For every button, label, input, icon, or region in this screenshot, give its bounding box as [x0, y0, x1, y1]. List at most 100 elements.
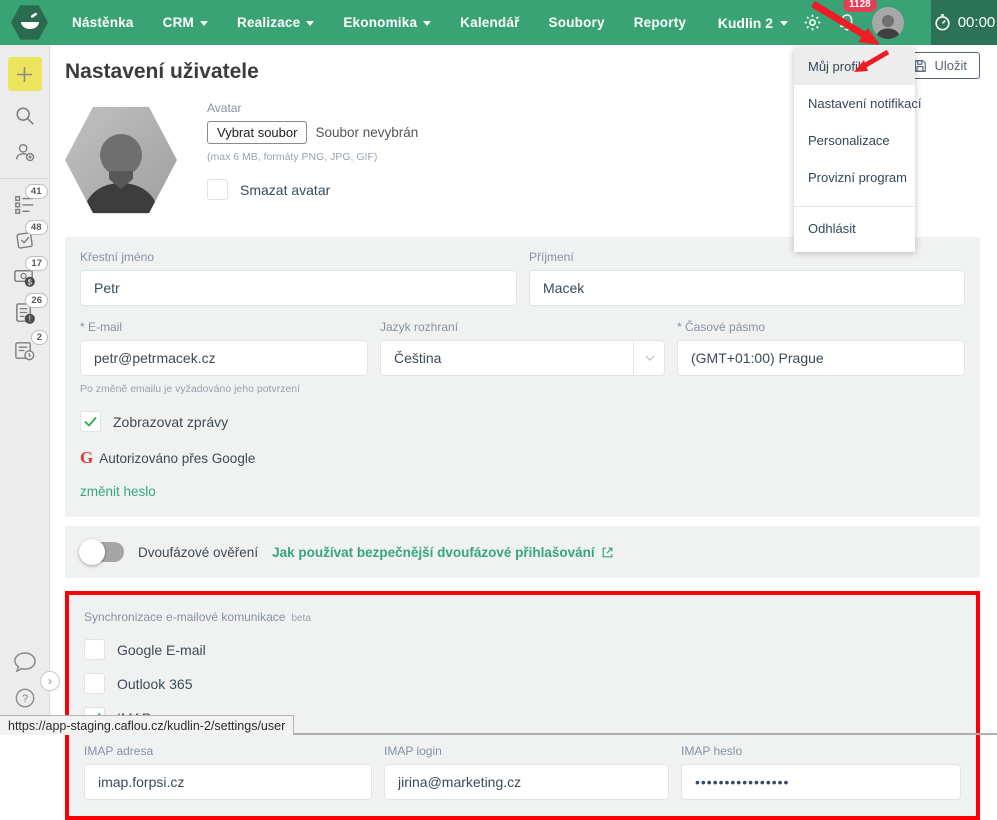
- menu-item-my-profile[interactable]: Můj profil: [794, 48, 915, 85]
- avatar-label: Avatar: [207, 101, 242, 115]
- choose-file-button[interactable]: Vybrat soubor: [207, 121, 308, 144]
- two-factor-toggle[interactable]: [79, 539, 124, 565]
- menu-item-logout[interactable]: Odhlásit: [808, 221, 856, 236]
- question-icon: ?: [15, 688, 34, 708]
- chevron-down-icon[interactable]: [633, 341, 665, 375]
- chevron-down-icon: [423, 21, 432, 26]
- notification-badge: 1128: [843, 0, 877, 12]
- caflou-logo[interactable]: [11, 5, 48, 40]
- sidebar-item-documents[interactable]: ! 26: [13, 293, 48, 325]
- toggle-knob: [79, 539, 105, 565]
- two-factor-help-link[interactable]: Jak používat bezpečnější dvoufázové přih…: [272, 545, 614, 560]
- quick-add-button[interactable]: [7, 57, 42, 91]
- workspace-switcher[interactable]: Kudlin 2: [718, 15, 788, 31]
- chat-support-button[interactable]: [13, 651, 37, 673]
- avatar-hint: (max 6 MB, formáty PNG, JPG, GIF): [207, 151, 378, 163]
- save-button-label: Uložit: [934, 58, 967, 73]
- status-url: https://app-staging.caflou.cz/kudlin-2/s…: [8, 718, 286, 733]
- timezone-select[interactable]: (GMT+01:00) Prague: [677, 340, 965, 376]
- outlook-checkbox[interactable]: [84, 673, 105, 694]
- user-profile-dropdown: Můj profil Nastavení notifikací Personal…: [794, 48, 922, 252]
- imap-password-label: IMAP heslo: [681, 744, 743, 758]
- change-password-link[interactable]: změnit heslo: [80, 484, 156, 499]
- nav-label: Nástěnka: [72, 15, 134, 30]
- workspace-name: Kudlin 2: [717, 14, 773, 31]
- add-contact-button[interactable]: [14, 141, 36, 163]
- nav-item-realizace[interactable]: Realizace: [237, 15, 315, 30]
- nav-item-ekonomika[interactable]: Ekonomika: [343, 15, 432, 30]
- email-field: * E-mail Po změně emailu je vyžadováno j…: [80, 320, 368, 395]
- list-clock-icon: [15, 342, 35, 361]
- sidebar-bottom: ?: [13, 637, 37, 735]
- show-messages-row: Zobrazovat zprávy: [80, 411, 965, 432]
- two-factor-panel: Dvoufázové ověření Jak používat bezpečně…: [65, 526, 980, 578]
- sidebar-item-approvals[interactable]: 48: [14, 220, 48, 251]
- external-link-icon: [602, 547, 613, 557]
- search-button[interactable]: [14, 105, 36, 127]
- beta-badge: beta: [291, 613, 311, 624]
- user-avatar-photo: [65, 106, 177, 214]
- menu-item-personalization[interactable]: Personalizace: [808, 133, 890, 148]
- help-button[interactable]: ?: [14, 687, 36, 709]
- menu-item-affiliate[interactable]: Provizní program: [808, 170, 907, 185]
- last-name-input[interactable]: [529, 270, 965, 306]
- google-email-label: Google E-mail: [117, 641, 206, 658]
- money-icon: $: [14, 270, 35, 287]
- sidebar-item-planned[interactable]: 2: [13, 330, 48, 362]
- first-name-input[interactable]: [80, 270, 517, 306]
- nav-item-dashboard[interactable]: Nástěnka: [72, 15, 134, 30]
- delete-avatar-label: Smazat avatar: [240, 181, 331, 198]
- chevron-down-icon: [306, 21, 315, 26]
- notifications-button[interactable]: 1128: [837, 0, 877, 33]
- window-bottom-edge: [0, 733, 997, 735]
- sidebar-item-tasks[interactable]: 41: [14, 184, 48, 215]
- nav-item-reporty[interactable]: Reporty: [634, 15, 686, 30]
- imap-login-input[interactable]: [384, 764, 669, 800]
- nav-label: Soubory: [548, 15, 605, 30]
- google-email-checkbox[interactable]: [84, 639, 105, 660]
- language-select[interactable]: Čeština: [380, 340, 665, 376]
- approvals-badge: 48: [24, 220, 48, 236]
- email-sync-panel: Synchronizace e-mailové komunikace beta G…: [69, 595, 976, 816]
- invoice-alert-icon: !: [16, 303, 35, 324]
- email-input[interactable]: [80, 340, 368, 376]
- bell-icon: [839, 14, 855, 31]
- email-sync-title: Synchronizace e-mailové komunikace: [84, 610, 286, 624]
- google-email-row: Google E-mail: [84, 639, 961, 660]
- show-messages-label: Zobrazovat zprávy: [113, 413, 229, 430]
- sidebar-group-agenda: 41 48 $ 17 ! 26: [0, 178, 49, 366]
- nav-item-kalendar[interactable]: Kalendář: [460, 15, 519, 30]
- imap-password-input[interactable]: [681, 764, 961, 800]
- page-title: Nastavení uživatele: [65, 60, 259, 83]
- nav-item-crm[interactable]: CRM: [163, 15, 208, 30]
- time-tracker[interactable]: 00:00: [931, 0, 997, 45]
- timezone-label: * Časové pásmo: [677, 320, 766, 334]
- imap-address-label: IMAP adresa: [84, 744, 154, 758]
- settings-gear-button[interactable]: [803, 13, 822, 32]
- sidebar-expand-handle[interactable]: ›: [40, 671, 60, 691]
- nav-label: Realizace: [237, 15, 301, 30]
- tasks-badge: 41: [24, 184, 48, 200]
- google-auth-label: Autorizováno přes Google: [99, 450, 256, 466]
- nav-label: CRM: [162, 15, 194, 30]
- delete-avatar-row: Smazat avatar: [207, 179, 418, 200]
- outlook-row: Outlook 365: [84, 673, 961, 694]
- chat-bubble-icon: [13, 652, 36, 673]
- show-messages-checkbox[interactable]: [80, 411, 101, 432]
- timezone-field: * Časové pásmo (GMT+01:00) Prague: [677, 320, 965, 395]
- sidebar-item-payments[interactable]: $ 17: [13, 256, 48, 288]
- two-factor-link-text: Jak používat bezpečnější dvoufázové přih…: [272, 544, 595, 560]
- left-sidebar: 41 48 $ 17 ! 26: [0, 45, 60, 735]
- svg-text:$: $: [28, 278, 33, 287]
- last-name-field: Příjmení: [529, 250, 965, 306]
- user-avatar[interactable]: [872, 6, 904, 39]
- google-g-icon: G: [80, 448, 94, 467]
- menu-item-notification-settings[interactable]: Nastavení notifikací: [808, 96, 922, 111]
- imap-address-field: IMAP adresa: [84, 744, 372, 800]
- imap-address-input[interactable]: [84, 764, 372, 800]
- two-factor-label: Dvoufázové ověření: [138, 544, 259, 560]
- email-label: * E-mail: [80, 320, 123, 334]
- language-field: Jazyk rozhraní Čeština: [380, 320, 665, 395]
- delete-avatar-checkbox[interactable]: [207, 179, 228, 200]
- nav-item-soubory[interactable]: Soubory: [549, 15, 605, 30]
